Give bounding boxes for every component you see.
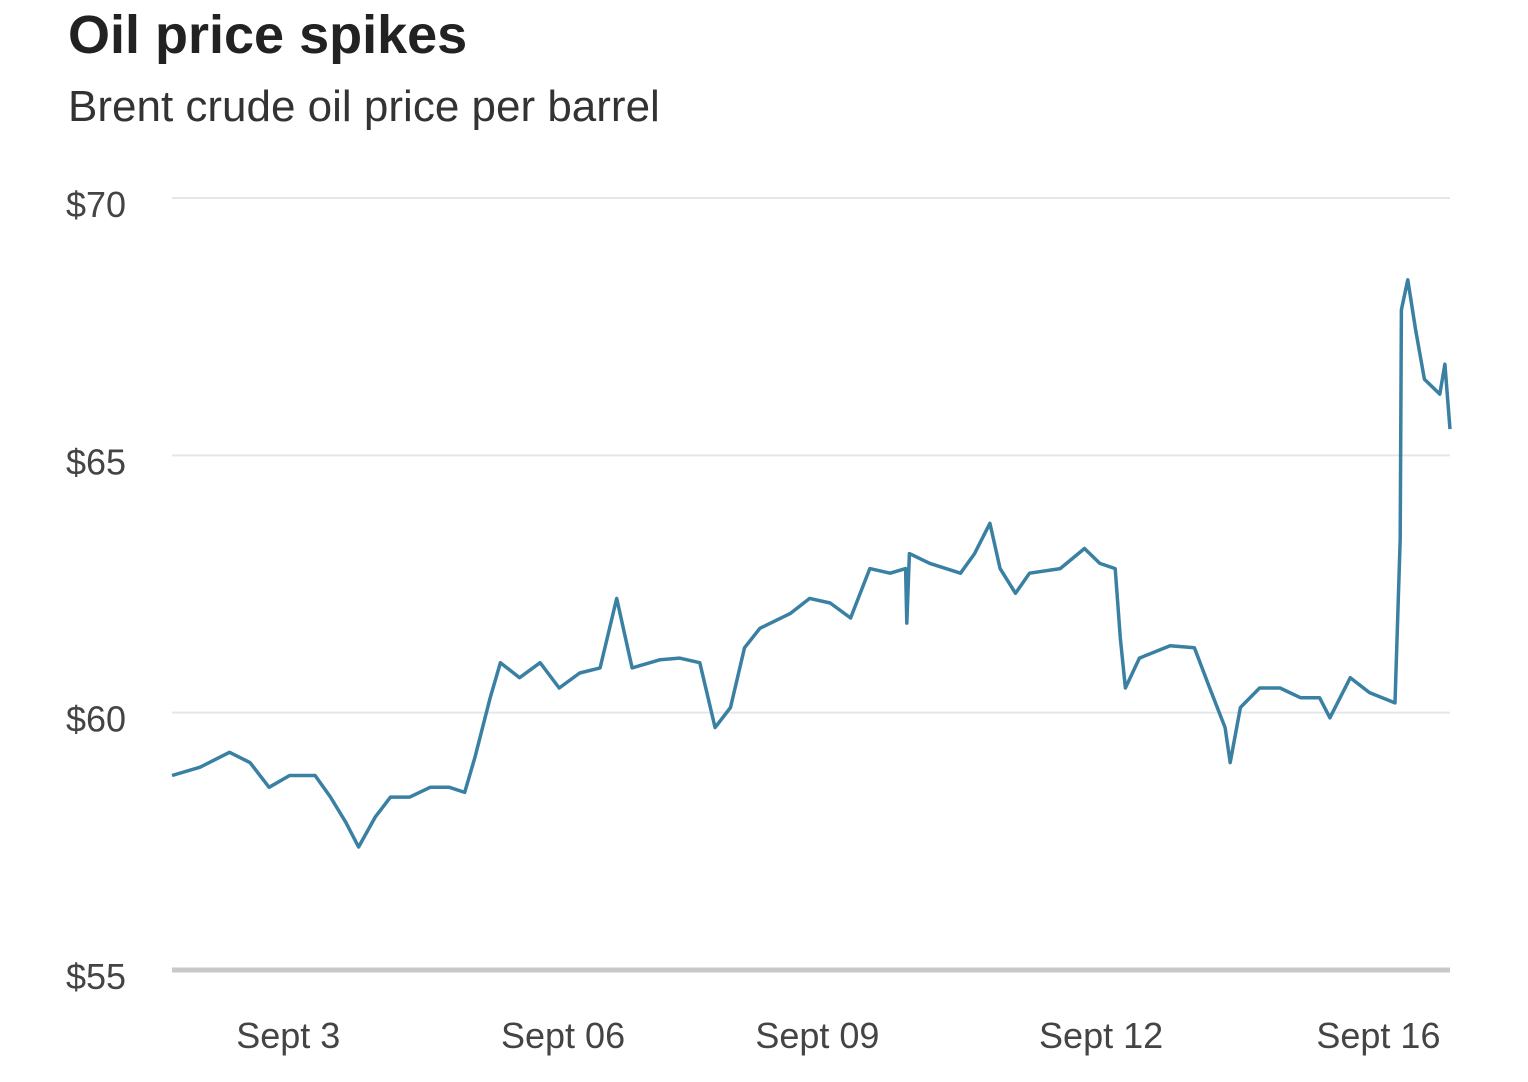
- x-tick-label: Sept 06: [501, 1015, 625, 1056]
- y-tick-label: $60: [66, 699, 126, 740]
- chart-subtitle: Brent crude oil price per barrel: [68, 82, 660, 131]
- chart-title: Oil price spikes: [68, 5, 468, 65]
- x-tick-label: Sept 3: [236, 1015, 340, 1056]
- x-tick-label: Sept 16: [1316, 1015, 1440, 1056]
- x-tick-label: Sept 12: [1039, 1015, 1163, 1056]
- y-tick-label: $65: [66, 441, 126, 482]
- x-tick-label: Sept 09: [755, 1015, 879, 1056]
- y-tick-label: $55: [66, 956, 126, 997]
- series-line-brent-crude: [171, 278, 1452, 849]
- y-tick-label: $70: [66, 184, 126, 225]
